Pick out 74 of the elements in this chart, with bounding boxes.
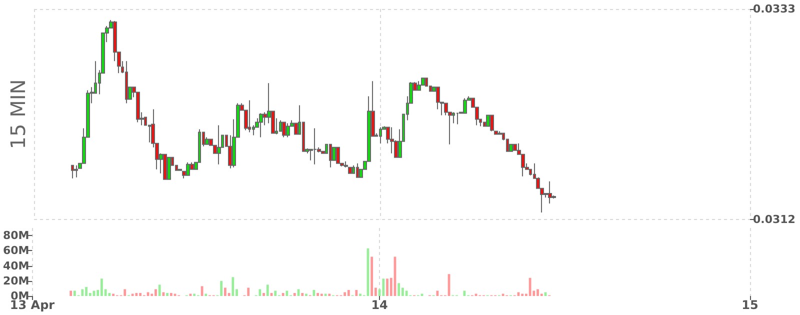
y-tick-label: 20M — [2, 274, 30, 288]
candlestick — [494, 130, 498, 135]
y-tick-label: 0.0312 — [753, 213, 796, 226]
bar — [158, 284, 161, 296]
candlestick — [417, 80, 421, 91]
bar — [108, 292, 111, 296]
bar — [266, 284, 269, 296]
bar — [81, 289, 84, 296]
bar — [247, 288, 250, 296]
candlestick — [186, 162, 190, 176]
bar — [135, 292, 138, 296]
bar — [286, 290, 288, 296]
y-tick-label: 0.0333 — [753, 2, 796, 16]
x-tick-label: 13 Apr — [10, 298, 55, 312]
x-tick-label: 15 — [742, 298, 758, 312]
y-axis-title: 15 MIN — [6, 79, 30, 150]
candlestick — [286, 122, 290, 138]
bar — [274, 290, 277, 296]
candlestick — [217, 124, 221, 165]
candlestick — [248, 100, 251, 133]
candlestick — [336, 146, 340, 164]
y-tick-label: 60M — [2, 244, 30, 258]
bar — [463, 290, 466, 296]
candlestick — [329, 144, 332, 168]
candlestick — [74, 164, 78, 178]
candlestick — [313, 128, 317, 165]
bar — [220, 280, 223, 296]
bar — [224, 288, 226, 296]
bar — [355, 290, 358, 296]
candlestick — [352, 164, 355, 174]
bar — [382, 278, 385, 296]
bar — [293, 292, 296, 296]
bar — [154, 289, 157, 296]
bar — [405, 290, 408, 296]
candlestick — [379, 126, 382, 144]
bar — [100, 278, 103, 296]
x-tick-label: 14 — [371, 298, 388, 312]
bar — [74, 290, 76, 296]
candlestick — [163, 154, 167, 180]
candlestick — [348, 166, 352, 174]
candlestick — [259, 112, 263, 138]
bar — [316, 292, 320, 296]
candlestick — [71, 164, 74, 179]
bar — [282, 292, 284, 296]
candlestick — [513, 144, 517, 151]
bar — [232, 277, 234, 296]
candlestick — [456, 112, 459, 125]
candlestick — [344, 160, 348, 168]
candlestick — [463, 98, 467, 114]
candlestick — [490, 114, 494, 132]
bar — [386, 278, 388, 296]
candlestick — [356, 162, 359, 178]
bar — [258, 289, 262, 296]
candlestick — [167, 156, 171, 180]
bar — [139, 292, 142, 296]
bar — [370, 256, 374, 296]
y-tick-label: 80M — [2, 229, 30, 242]
bar — [166, 292, 169, 296]
bar — [124, 289, 126, 296]
bar — [301, 292, 304, 296]
bar — [262, 292, 265, 296]
y-tick-label: 40M — [2, 259, 30, 272]
bar — [398, 283, 400, 296]
bar — [536, 289, 539, 296]
candlestick — [390, 126, 394, 154]
bar — [347, 290, 350, 296]
bar — [344, 292, 346, 296]
candlestick — [125, 60, 128, 104]
candlestick — [548, 180, 552, 204]
bar — [85, 286, 88, 296]
bar — [170, 292, 172, 296]
bar — [70, 290, 72, 296]
candlestick — [282, 122, 286, 138]
bar — [436, 290, 439, 296]
